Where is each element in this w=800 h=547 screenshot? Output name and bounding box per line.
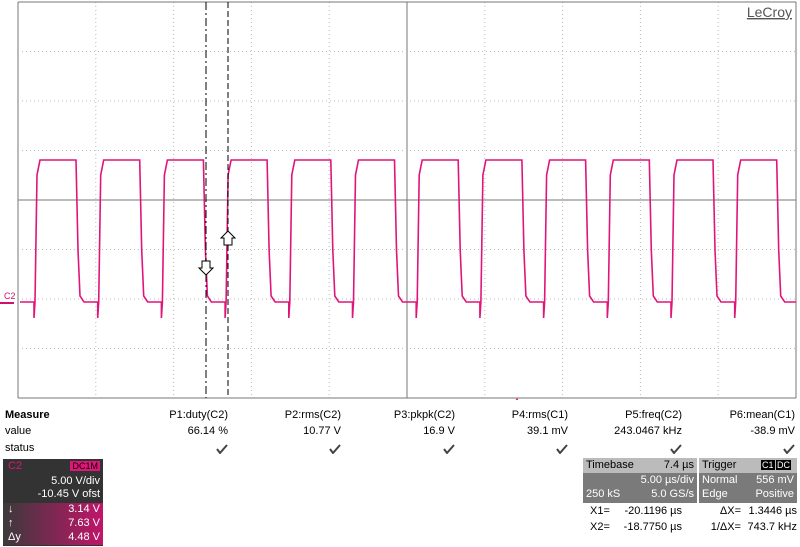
param-name: P6:mean(C1) [729, 409, 795, 421]
param-value: 243.0467 kHz [614, 425, 682, 437]
channel-row [3, 531, 103, 545]
channel-row-symbol: ↑ [8, 517, 14, 529]
status-check [556, 444, 568, 454]
channel-box: C2 DC1M 5.00 V/div -10.45 V ofst ↓ 3.14 V… [3, 459, 103, 546]
channel-row-symbol: Δy [8, 531, 21, 543]
cursor-delta-value: 1.3446 µs [748, 505, 797, 517]
status-check [216, 444, 228, 454]
trigger-coupling: DC [776, 460, 791, 470]
value-label: value [5, 425, 32, 437]
timebase-title: Timebase [586, 459, 634, 471]
channel-scale: 5.00 V/div [51, 475, 100, 487]
waveform [20, 159, 796, 319]
channel-coupling: DC1M [70, 461, 100, 471]
channel-row-symbol: ↓ [8, 503, 14, 515]
trigger-type: Edge [702, 488, 728, 500]
status-check [329, 444, 341, 454]
channel-offset: -10.45 V ofst [37, 488, 100, 500]
trigger-title: Trigger [702, 459, 737, 471]
cursor-value: -18.7750 µs [623, 521, 682, 533]
trigger-slope: Positive [755, 488, 794, 500]
channel-row [3, 503, 103, 517]
brand: LeCroy [747, 4, 792, 20]
param-value: 16.9 V [423, 425, 455, 437]
scope-display: LeCroy C2 [0, 1, 797, 400]
status-label: status [5, 442, 35, 454]
channel-row-value: 7.63 V [68, 517, 100, 529]
cursor-label: X1= [590, 505, 610, 517]
timebase-rate: 5.0 GS/s [651, 488, 694, 500]
param-name: P3:pkpk(C2) [393, 409, 455, 421]
timebase-delay: 7.4 µs [663, 459, 694, 471]
param-name: P1:duty(C2) [169, 409, 228, 421]
timebase-samples: 250 kS [586, 488, 621, 500]
param-name: P5:freq(C2) [625, 409, 682, 421]
param-value: 39.1 mV [527, 425, 568, 437]
trigger-level: 556 mV [756, 474, 794, 486]
channel-row-value: 3.14 V [68, 503, 100, 515]
trigger-source: C1 [761, 460, 775, 470]
cursor-delta-label: 1/ΔX= [710, 521, 741, 533]
channel-row [3, 517, 103, 531]
trigger-box: Trigger C1 DC Normal 556 mV Edge Positiv… [699, 458, 797, 503]
timebase-box: Timebase 7.4 µs 5.00 µs/div 250 kS 5.0 G… [583, 458, 697, 503]
param-value: -38.9 mV [750, 425, 795, 437]
trigger-marker [515, 398, 519, 400]
param-name: P2:rms(C2) [284, 409, 341, 421]
param-value: 10.77 V [303, 425, 341, 437]
cursor-arrow-down [197, 260, 215, 276]
channel-name: C2 [8, 460, 23, 472]
status-check [670, 444, 682, 454]
param-name: P4:rms(C1) [511, 409, 568, 421]
cursor-arrow-up [219, 230, 237, 246]
measure-label: Measure [5, 409, 50, 421]
status-check [443, 444, 455, 454]
timebase-scale: 5.00 µs/div [640, 474, 694, 486]
channel-row-value: 4.48 V [68, 531, 100, 543]
cursor-label: X2= [590, 521, 610, 533]
cursor-value: -20.1196 µs [624, 505, 682, 517]
status-check [783, 444, 795, 454]
trigger-mode: Normal [702, 474, 738, 486]
cursor-delta-value: 743.7 kHz [747, 521, 797, 533]
cursor-delta-label: ΔX= [719, 505, 741, 517]
trace-label: C2 [4, 291, 16, 301]
param-value: 66.14 % [187, 425, 228, 437]
